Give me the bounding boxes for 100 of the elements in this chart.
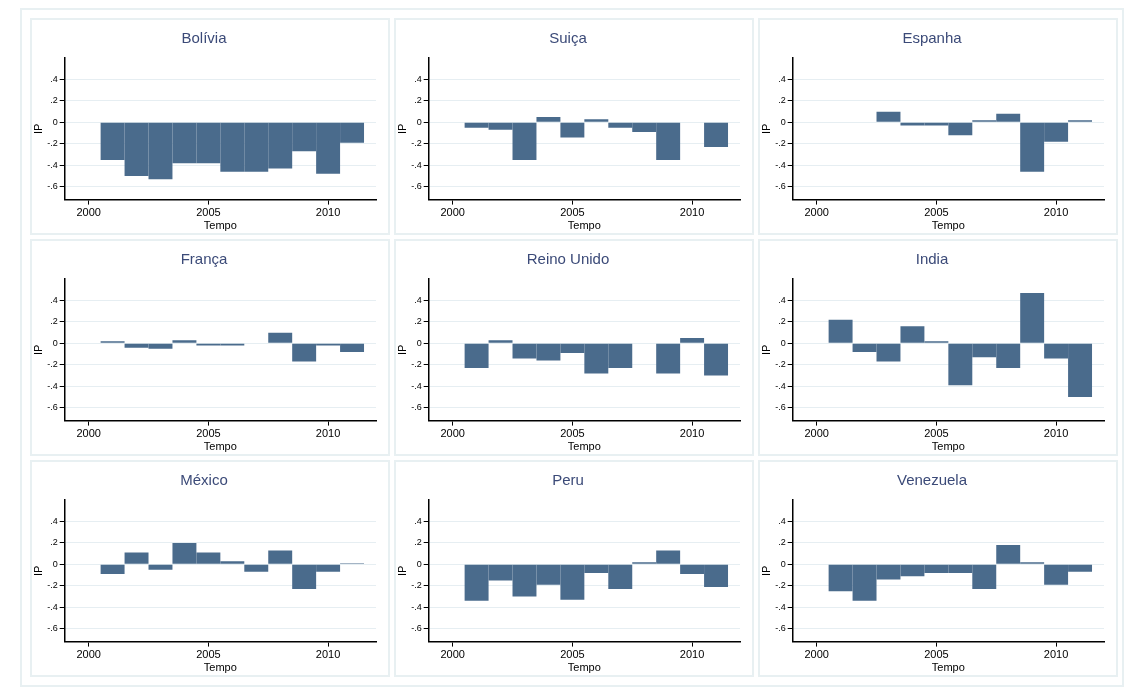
x-axis-title: Tempo [931,661,965,674]
y-tick-label: 0 [416,337,422,348]
y-tick-label: -.4 [47,380,58,391]
x-axis-title: Tempo [203,440,237,453]
x-axis-title: Tempo [931,219,965,232]
y-tick-label: 0 [780,116,786,127]
bar [876,111,901,122]
y-axis-title: IP [31,344,44,355]
y-tick-label: 0 [416,558,422,569]
bar [1020,292,1045,343]
chart-title: Suiça [549,29,588,47]
x-tick-label: 2005 [924,648,949,661]
y-tick-label: .2 [778,537,786,548]
y-tick-label: -.4 [47,601,58,612]
bar [172,340,197,343]
y-tick-label: .4 [414,294,422,305]
y-tick-label: .2 [778,95,786,106]
x-tick-label: 2010 [1043,427,1069,440]
y-tick-label: .4 [414,73,422,84]
x-tick-label: 2000 [804,427,829,440]
x-tick-label: 2000 [804,206,829,219]
chart-title: México [180,471,228,489]
chart-title: Bolívia [181,29,228,47]
x-axis-title: Tempo [567,219,601,232]
bar [244,564,269,572]
x-axis-title: Tempo [203,661,237,674]
y-tick-label: 0 [416,116,422,127]
y-tick-label: -.2 [411,359,422,370]
y-tick-label: .2 [50,537,58,548]
y-tick-label: -.4 [775,601,786,612]
y-axis-title: IP [395,123,408,134]
y-tick-label: -.6 [47,402,58,413]
bar [124,552,149,564]
y-tick-label: -.6 [411,181,422,192]
y-tick-label: -.2 [411,138,422,149]
y-tick-label: .4 [50,294,58,305]
bar [828,319,853,343]
x-axis-title: Tempo [203,219,237,232]
x-tick-label: 2005 [924,427,949,440]
x-tick-label: 2005 [196,648,221,661]
y-axis-title: IP [759,344,772,355]
y-tick-label: .4 [778,515,786,526]
chart-title: Peru [552,471,584,489]
y-tick-label: -.2 [47,580,58,591]
y-tick-label: .4 [50,515,58,526]
y-tick-label: .4 [778,294,786,305]
chart-title: India [915,250,949,268]
y-tick-label: -.2 [47,359,58,370]
x-tick-label: 2005 [560,427,585,440]
x-tick-label: 2005 [196,206,221,219]
x-tick-label: 2000 [76,206,101,219]
x-tick-label: 2000 [440,648,465,661]
y-tick-label: -.2 [775,138,786,149]
x-tick-label: 2010 [679,206,705,219]
y-tick-label: .4 [50,73,58,84]
x-axis-title: Tempo [931,440,965,453]
x-tick-label: 2005 [924,206,949,219]
x-tick-label: 2005 [560,648,585,661]
bar [148,564,173,570]
y-tick-label: -.4 [47,159,58,170]
y-tick-label: 0 [780,558,786,569]
bar [100,564,125,575]
bar [268,550,293,564]
y-tick-label: -.6 [775,181,786,192]
y-axis-title: IP [759,123,772,134]
y-tick-label: .4 [414,515,422,526]
x-tick-label: 2010 [1043,206,1069,219]
x-axis-title: Tempo [567,661,601,674]
y-axis-title: IP [31,565,44,576]
x-tick-label: 2000 [440,206,465,219]
x-tick-label: 2010 [1043,648,1069,661]
y-tick-label: .2 [414,95,422,106]
x-axis-title: Tempo [567,440,601,453]
y-tick-label: -.6 [47,181,58,192]
y-tick-label: -.2 [47,138,58,149]
x-tick-label: 2010 [679,427,705,440]
bar [268,332,293,343]
x-tick-label: 2010 [315,427,341,440]
x-tick-label: 2005 [196,427,221,440]
y-tick-label: -.2 [411,580,422,591]
y-tick-label: -.4 [411,380,422,391]
y-tick-label: 0 [52,558,58,569]
x-tick-label: 2010 [679,648,705,661]
x-tick-label: 2010 [315,648,341,661]
chart-title: Reino Unido [526,250,610,268]
y-tick-label: -.6 [47,623,58,634]
y-tick-label: .2 [50,95,58,106]
y-tick-label: 0 [52,116,58,127]
y-tick-label: -.4 [775,159,786,170]
chart-title: França [180,250,228,268]
y-tick-label: -.6 [411,623,422,634]
y-tick-label: -.6 [775,623,786,634]
y-tick-label: -.2 [775,580,786,591]
y-tick-label: -.4 [411,159,422,170]
x-tick-label: 2000 [76,427,101,440]
y-tick-label: .4 [778,73,786,84]
y-axis-title: IP [759,565,772,576]
y-axis-title: IP [31,123,44,134]
y-tick-label: -.4 [411,601,422,612]
y-tick-label: -.6 [411,402,422,413]
